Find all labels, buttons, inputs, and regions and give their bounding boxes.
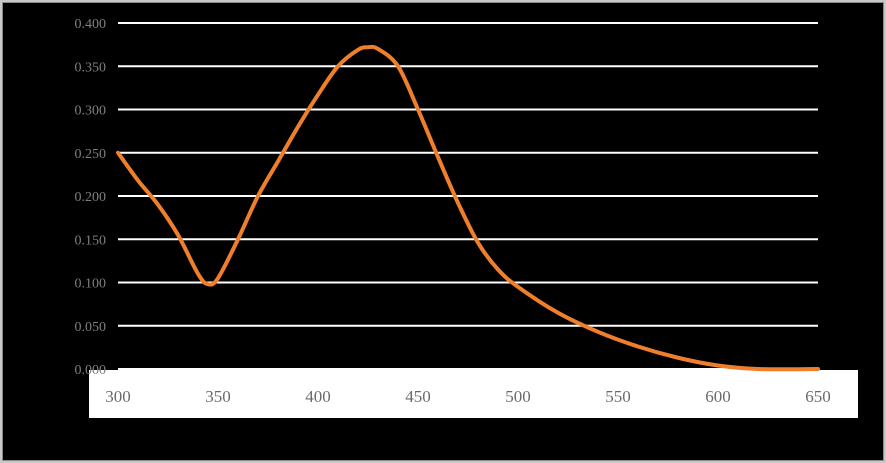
x-tick-label: 600 — [705, 387, 731, 406]
y-tick-label: 0.350 — [75, 60, 107, 75]
x-tick-label: 350 — [205, 387, 231, 406]
y-axis-ticks: 0.000 0.050 0.100 0.150 0.200 0.250 0.300 0.350… — [75, 17, 107, 378]
y-tick-label: 0.300 — [75, 104, 107, 119]
gridlines — [118, 22, 818, 370]
x-tick-label: 550 — [605, 387, 631, 406]
y-tick-label: 0.100 — [75, 277, 107, 292]
y-tick-label: 0.150 — [75, 233, 107, 248]
y-tick-label: 0.400 — [75, 17, 107, 32]
line-chart: 0.000 0.050 0.100 0.150 0.200 0.250 0.300 0.350… — [75, 17, 858, 418]
y-tick-label: 0.200 — [75, 190, 107, 205]
series-layer — [116, 44, 820, 372]
x-axis-ticks: 300 350 400 450 500 550 600 650 — [105, 387, 831, 406]
x-tick-label: 400 — [305, 387, 331, 406]
y-tick-label: 0.000 — [75, 363, 107, 378]
x-tick-label: 650 — [805, 387, 831, 406]
x-axis-band — [89, 370, 858, 418]
series-line — [116, 44, 820, 372]
x-tick-label: 300 — [105, 387, 131, 406]
x-tick-label: 500 — [505, 387, 531, 406]
y-tick-label: 0.050 — [75, 320, 107, 335]
x-tick-label: 450 — [405, 387, 431, 406]
y-tick-label: 0.250 — [75, 147, 107, 162]
